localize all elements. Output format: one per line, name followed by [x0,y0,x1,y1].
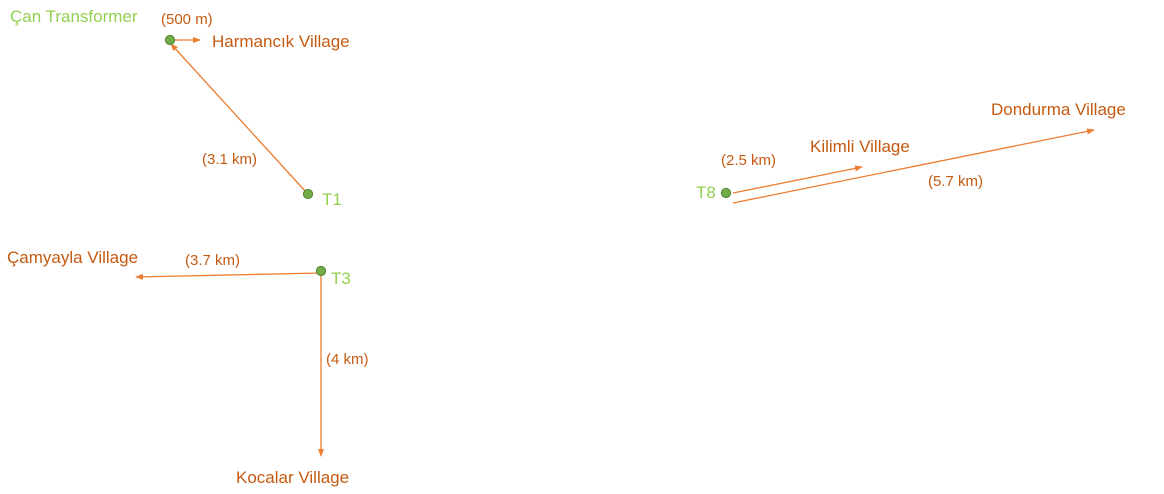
t3-label: T3 [331,269,351,288]
kilimli-village-label: Kilimli Village [810,137,910,156]
kocalar-village-label: Kocalar Village [236,468,350,487]
node-can-transformer [164,34,176,46]
node-t8 [720,187,732,199]
camyayla-village-label: Çamyayla Village [7,248,139,267]
t8-label: T8 [696,183,716,202]
node-t3 [315,265,327,277]
link-t8-to-kilimli [732,165,863,194]
link-t8-to-dondurma [732,128,1095,204]
distance-t8-dondurma: (5.7 km) [928,173,984,190]
node-t1 [302,188,314,200]
link-t3-to-camyayla [135,272,321,280]
distance-t3-camyayla: (3.7 km) [185,252,241,269]
t1-label: T1 [322,190,342,209]
distance-t3-kocalar: (4 km) [326,351,369,368]
can-transformer-label: Çan Transformer [10,7,138,26]
harmancik-village-label: Harmancık Village [212,32,350,51]
dondurma-village-label: Dondurma Village [991,100,1126,119]
distance-t8-kilimli: (2.5 km) [721,152,777,169]
link-t1-to-can [170,43,307,193]
distance-can-harmancik: (500 m) [161,11,213,28]
distance-t1-can: (3.1 km) [202,151,258,168]
